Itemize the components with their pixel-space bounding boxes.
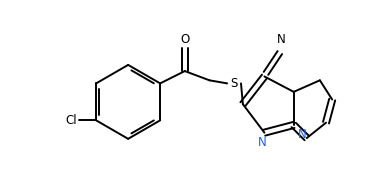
Text: O: O <box>180 33 190 46</box>
Text: Cl: Cl <box>65 114 77 127</box>
Text: N: N <box>298 128 306 141</box>
Text: S: S <box>231 77 238 90</box>
Text: N: N <box>277 33 286 46</box>
Text: N: N <box>258 136 267 149</box>
